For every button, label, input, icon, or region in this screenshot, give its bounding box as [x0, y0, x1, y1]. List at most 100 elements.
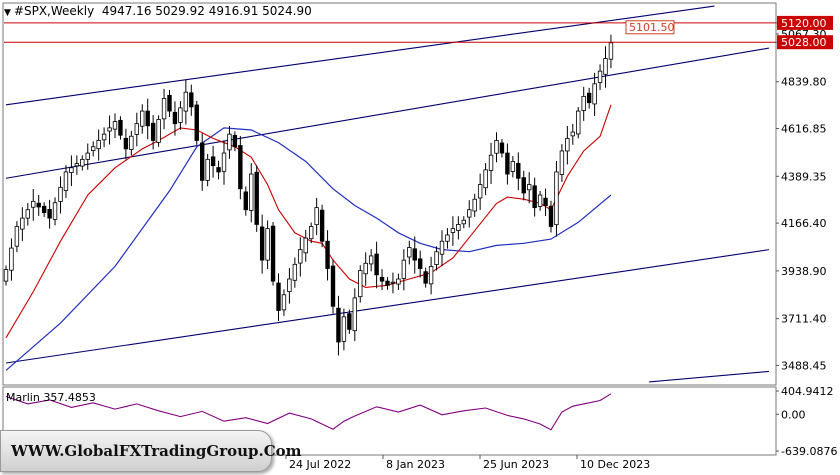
- ma-slow-line: [5, 127, 612, 371]
- candle: [374, 241, 379, 289]
- candle-body: [259, 226, 265, 261]
- candle-body: [608, 42, 614, 60]
- candle: [101, 127, 107, 148]
- candle: [134, 112, 139, 147]
- candle-body: [543, 197, 548, 206]
- candle: [194, 100, 199, 145]
- candle-body: [565, 137, 570, 152]
- candle-body: [270, 225, 276, 282]
- candle: [254, 165, 259, 232]
- candle: [308, 222, 314, 244]
- candle-body: [107, 127, 112, 132]
- candle: [69, 155, 74, 187]
- candle: [172, 101, 178, 136]
- watermark-text: WWW.GlobalFXTradingGroup.Com: [11, 442, 302, 460]
- candle: [565, 126, 570, 165]
- candle: [161, 88, 167, 130]
- candle: [178, 101, 183, 130]
- candle: [319, 204, 325, 248]
- legend-ohlc: 4947.16 5029.92 4916.91 5024.90: [101, 4, 312, 18]
- candle-body: [140, 110, 145, 127]
- candle: [570, 123, 575, 145]
- candle-body: [336, 307, 341, 343]
- x-tick-label: 10 Dec 2023: [580, 458, 650, 471]
- x-tick-label: 25 Jun 2023: [483, 458, 549, 471]
- candles: [3, 34, 614, 356]
- candle-body: [178, 107, 183, 123]
- candle-body: [401, 259, 407, 279]
- candle-body: [172, 111, 178, 125]
- candle: [428, 256, 434, 295]
- indicator-line: [5, 393, 612, 431]
- indicator-axis: 404.9412 0.00 -639.0876: [776, 385, 837, 458]
- candle: [276, 273, 281, 321]
- y-tick-label: 4389.35: [781, 170, 827, 183]
- candle: [417, 250, 423, 278]
- candle: [336, 295, 341, 356]
- candle: [505, 143, 510, 185]
- candle: [52, 197, 58, 226]
- candle-body: [145, 110, 150, 127]
- candle: [586, 87, 592, 109]
- candle-body: [505, 152, 510, 175]
- x-tick-label: 24 Jul 2022: [289, 458, 351, 471]
- candle: [532, 177, 537, 217]
- ma-slow-path: [5, 127, 612, 371]
- indicator-path: [5, 393, 612, 431]
- candle-body: [396, 278, 401, 285]
- candle: [390, 272, 396, 294]
- candle-body: [276, 282, 281, 311]
- candle: [603, 46, 608, 88]
- candle-body: [385, 280, 390, 286]
- indicator-tick-label: 404.9412: [781, 385, 834, 398]
- candle-body: [167, 94, 172, 112]
- candle-body: [439, 240, 445, 255]
- candle-body: [527, 184, 532, 191]
- candle: [330, 259, 336, 314]
- candle: [156, 115, 161, 147]
- candle: [581, 86, 586, 121]
- candle: [576, 107, 581, 139]
- candle-body: [559, 150, 565, 175]
- candle-body: [434, 251, 439, 265]
- candle-body: [314, 207, 319, 226]
- candle-body: [161, 98, 167, 120]
- candle: [325, 230, 330, 281]
- candle-body: [521, 177, 526, 194]
- candle-body: [47, 208, 52, 219]
- candle-body: [532, 185, 537, 209]
- candle-body: [308, 226, 314, 240]
- candle: [450, 216, 456, 246]
- candle: [9, 238, 14, 281]
- candle: [232, 131, 238, 152]
- y-tick-highlight: [777, 35, 833, 50]
- candle-body: [450, 228, 456, 233]
- channel-line-2: [5, 249, 770, 364]
- candle-body: [325, 240, 330, 269]
- chart-legend: ▼ #SPX,Weekly 4947.16 5029.92 4916.91 502…: [4, 4, 312, 18]
- candle-body: [467, 209, 472, 218]
- candle: [216, 160, 221, 180]
- candle-body: [227, 133, 232, 151]
- candle-body: [592, 83, 597, 105]
- y-tick-label: 4166.40: [781, 217, 827, 230]
- candle: [298, 237, 303, 277]
- candle: [608, 34, 614, 69]
- candle: [189, 84, 194, 116]
- candle-body: [254, 171, 259, 225]
- candle-body: [303, 237, 308, 254]
- candle-body: [417, 258, 423, 269]
- candle: [456, 216, 461, 240]
- candle-body: [292, 263, 298, 281]
- candle: [265, 220, 270, 270]
- candle: [129, 130, 134, 156]
- candle: [227, 125, 232, 159]
- candle: [25, 202, 30, 226]
- candle: [183, 79, 189, 125]
- candle-body: [576, 110, 581, 135]
- candle: [445, 228, 450, 249]
- candle-body: [69, 167, 74, 173]
- candle-body: [298, 249, 303, 264]
